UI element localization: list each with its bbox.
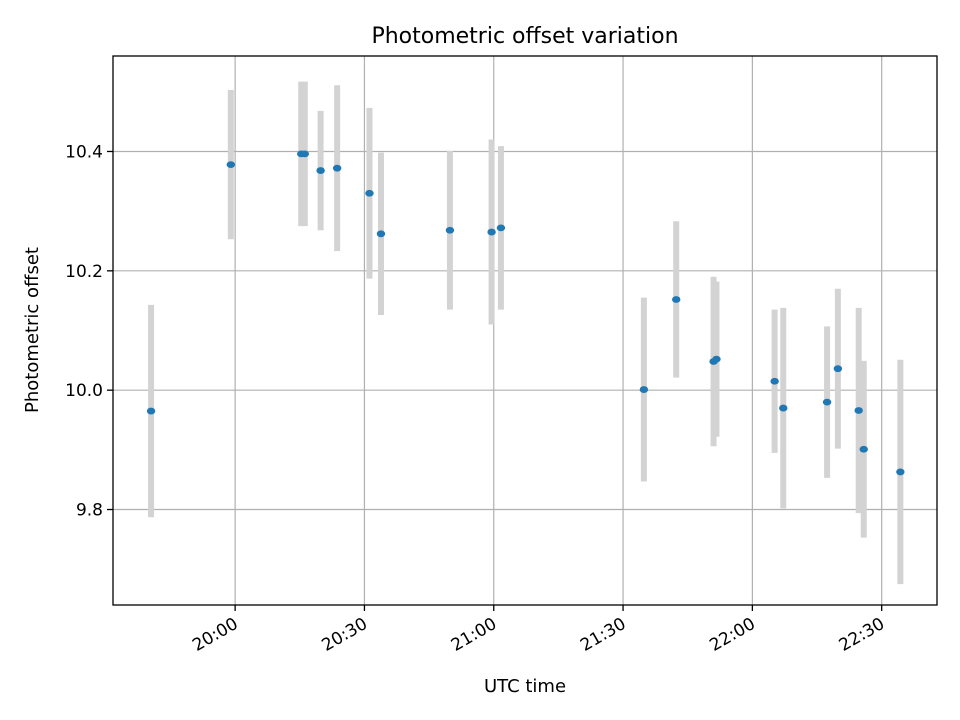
x-tick-label: 20:00	[189, 614, 241, 656]
data-point	[712, 355, 721, 363]
x-tick-label: 22:30	[836, 614, 888, 656]
data-point	[779, 404, 788, 412]
y-tick-label: 10.0	[65, 381, 103, 401]
x-tick-label: 22:00	[706, 614, 758, 656]
error-bars	[148, 81, 904, 585]
y-axis-label: Photometric offset	[22, 247, 43, 413]
data-point	[822, 398, 832, 406]
data-point	[672, 296, 681, 303]
y-tick-label: 10.4	[65, 142, 103, 162]
data-point	[833, 365, 843, 373]
data-point	[896, 468, 905, 476]
grid-lines	[113, 56, 937, 605]
chart-title: Photometric offset variation	[371, 24, 678, 49]
data-point	[770, 377, 779, 385]
data-point	[376, 230, 386, 238]
x-axis-ticks: 20:00 20:30 21:00 21:30 22:00 22:30	[189, 605, 888, 656]
y-axis-ticks: 9.8 10.0 10.2 10.4	[65, 142, 113, 521]
data-point	[146, 407, 156, 415]
data-point	[639, 386, 649, 393]
y-tick-label: 9.8	[76, 501, 103, 521]
plot-frame	[112, 55, 938, 606]
y-tick-label: 10.2	[65, 262, 103, 282]
x-axis-label: UTC time	[484, 676, 566, 697]
data-point	[496, 224, 506, 232]
data-point	[365, 189, 374, 197]
data-point	[316, 167, 325, 174]
x-tick-label: 21:30	[577, 614, 629, 656]
data-point	[854, 407, 863, 414]
data-points	[146, 150, 905, 476]
data-point	[332, 164, 342, 172]
data-point	[487, 228, 496, 236]
data-point	[859, 445, 868, 453]
data-point	[445, 226, 455, 234]
x-tick-label: 21:00	[448, 614, 500, 656]
x-tick-label: 20:30	[319, 614, 371, 656]
data-point	[300, 150, 310, 158]
data-point	[226, 161, 236, 169]
